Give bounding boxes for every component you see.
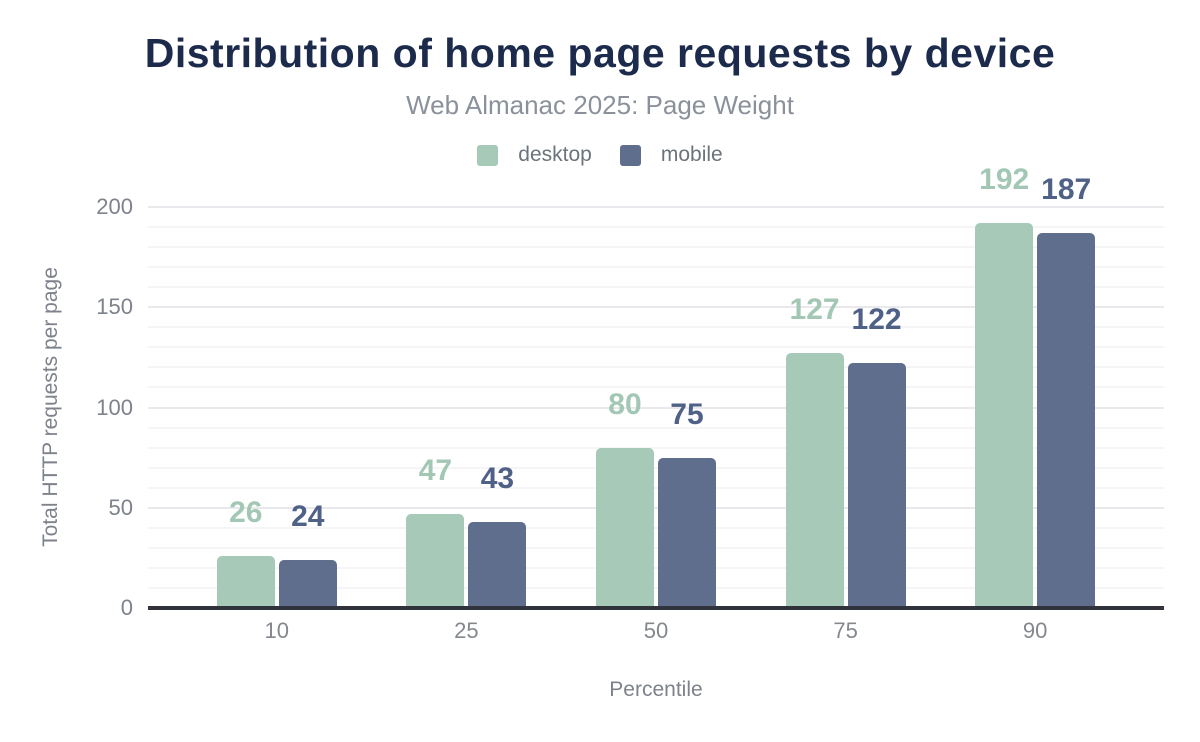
minor-gridline [148,446,1164,449]
y-axis-ticks: 0 50 100 150 200 [0,194,133,620]
legend-item-desktop[interactable]: desktop [477,143,592,167]
minor-gridline [148,466,1164,469]
major-gridline [148,306,1164,309]
desktop-series-swatch-icon [477,144,499,166]
x-axis-title: Percentile [609,678,703,701]
bar-desktop-p50[interactable]: 80 [595,389,654,608]
minor-gridline [148,546,1164,549]
legend-item-mobile[interactable]: mobile [619,143,723,167]
x-tick-label: 10 [264,618,290,643]
minor-gridline [148,286,1164,289]
minor-gridline [148,566,1164,569]
value-label-mobile-p90: 187 [1041,173,1092,207]
minor-gridline [148,426,1164,429]
major-gridline [148,506,1164,509]
bar-mobile-p10[interactable]: 24 [278,501,337,608]
chart-subtitle: Web Almanac 2025: Page Weight [406,90,794,120]
minor-gridline [148,586,1164,589]
value-label-mobile-p75: 122 [851,303,902,337]
minor-gridline [148,386,1164,389]
bar-mobile-p75[interactable]: 122 [847,305,906,608]
value-label-mobile-p25: 43 [480,461,515,495]
minor-gridline [148,346,1164,349]
x-axis-ticks: 10 25 50 75 90 [148,618,1164,644]
bar-group-p75: 127 122 [751,207,941,608]
y-tick-label: 0 [120,595,133,620]
y-tick-label: 50 [108,494,133,520]
y-tick-label: 200 [96,194,133,219]
major-gridline [148,206,1164,208]
bar-group-p50: 80 75 [561,207,751,608]
x-tick-label: 25 [454,618,479,643]
minor-gridline [148,226,1164,229]
bar-mobile-p50[interactable]: 75 [657,399,716,608]
legend: desktop mobile [0,143,1200,167]
minor-gridline [148,266,1164,269]
plot-area: 26 24 47 43 80 75 127 122 192 187 [148,165,1164,610]
minor-gridline [148,366,1164,369]
minor-gridline [148,246,1164,249]
bar-group-p10: 26 24 [182,207,372,608]
bar-desktop-p90[interactable]: 192 [975,165,1034,608]
value-label-mobile-p10: 24 [291,499,325,533]
bars-row: 26 24 47 43 80 75 127 122 192 187 [148,165,1164,608]
bar-mobile-p90[interactable]: 187 [1037,175,1096,608]
bar-group-p90: 192 187 [940,165,1130,608]
legend-label-desktop: desktop [518,143,592,166]
x-tick-label: 90 [1022,618,1048,643]
x-tick-label: 50 [643,618,669,643]
legend-label-mobile: mobile [660,143,723,166]
bar-mobile-p25[interactable]: 43 [468,463,527,608]
minor-gridline [148,486,1164,489]
bar-group-p25: 47 43 [372,207,562,608]
x-axis-line [148,606,1164,610]
y-tick-label: 150 [96,294,133,320]
value-label-desktop-p25: 47 [418,453,453,487]
bar-desktop-p75[interactable]: 127 [785,295,844,608]
minor-gridline [148,526,1164,529]
value-label-mobile-p50: 75 [670,397,704,431]
chart-title: Distribution of home page requests by de… [144,30,1056,76]
value-label-desktop-p75: 127 [789,293,840,327]
value-label-desktop-p90: 192 [979,163,1030,197]
minor-gridline [148,326,1164,329]
value-label-desktop-p10: 26 [229,495,263,529]
y-tick-label: 100 [96,394,133,420]
x-tick-label: 75 [833,618,858,643]
value-label-desktop-p50: 80 [608,387,642,421]
bar-desktop-p25[interactable]: 47 [406,455,465,608]
bar-desktop-p10[interactable]: 26 [216,497,275,608]
mobile-series-swatch-icon [619,144,641,166]
major-gridline [148,406,1164,409]
